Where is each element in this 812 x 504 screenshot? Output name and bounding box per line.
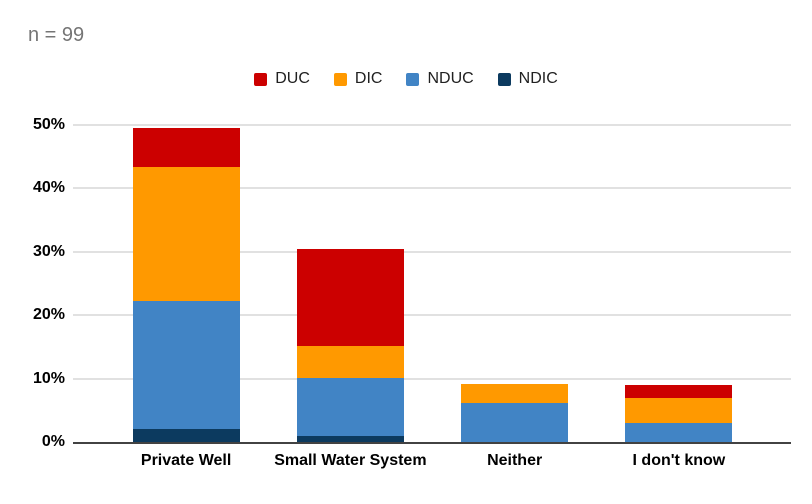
- x-axis-tick-label: Neither: [487, 452, 543, 469]
- bar-segment-dic: [625, 397, 733, 423]
- y-axis-tick-label: 0%: [41, 433, 65, 450]
- y-axis-tick-label: 10%: [32, 369, 65, 387]
- bar-stack-neither: [461, 125, 569, 442]
- bar-segment-duc: [132, 128, 240, 167]
- gridline-40%: [73, 187, 791, 190]
- bar-stack-i-don-t-know: [625, 125, 733, 442]
- legend-swatch-icon: [254, 72, 268, 86]
- bar-segment-nduc: [296, 377, 404, 436]
- plot-area: [73, 124, 791, 444]
- legend-swatch-icon: [497, 72, 511, 86]
- y-axis-tick-label: 30%: [32, 242, 65, 260]
- legend-swatch-icon: [333, 72, 347, 86]
- x-axis-line: [73, 442, 791, 444]
- sample-size-annotation: n = 99: [28, 24, 85, 46]
- legend-label: DUC: [275, 70, 310, 87]
- bar-segment-dic: [296, 345, 404, 378]
- bar-segment-nduc: [625, 422, 733, 442]
- legend-swatch-icon: [406, 72, 420, 86]
- legend-label: NDIC: [518, 70, 558, 87]
- bar-segment-duc: [296, 249, 404, 346]
- legend-item-ndic: NDIC: [497, 70, 558, 88]
- x-axis-tick-label: Small Water System: [274, 452, 427, 469]
- bar-segment-nduc: [132, 301, 240, 430]
- bar-segment-dic: [132, 166, 240, 302]
- gridline-30%: [73, 250, 791, 253]
- gridline-20%: [73, 314, 791, 317]
- y-axis-tick-label: 50%: [32, 116, 65, 133]
- bar-segment-ndic: [296, 435, 404, 442]
- bar-segment-duc: [625, 384, 733, 398]
- gridline-50%: [73, 124, 791, 126]
- y-axis-tick-label: 40%: [32, 179, 65, 197]
- bar-segment-ndic: [132, 429, 240, 442]
- legend-label: DIC: [354, 70, 383, 87]
- legend-item-dic: DIC: [333, 70, 383, 88]
- x-axis-tick-label: Private Well: [140, 452, 232, 469]
- y-axis-tick-label: 20%: [32, 306, 65, 324]
- legend-item-nduc: NDUC: [406, 70, 474, 88]
- x-axis-tick-label: I don't know: [632, 452, 726, 469]
- legend-label: NDUC: [427, 70, 474, 87]
- bar-stack-small-water-system: [296, 125, 404, 442]
- legend-item-duc: DUC: [254, 70, 310, 88]
- gridline-10%: [73, 377, 791, 380]
- bar-segment-dic: [461, 384, 569, 404]
- bar-segment-nduc: [461, 403, 569, 442]
- chart-legend: DUC DIC NDUC NDIC: [0, 70, 812, 88]
- bar-stack-private-well: [132, 125, 240, 442]
